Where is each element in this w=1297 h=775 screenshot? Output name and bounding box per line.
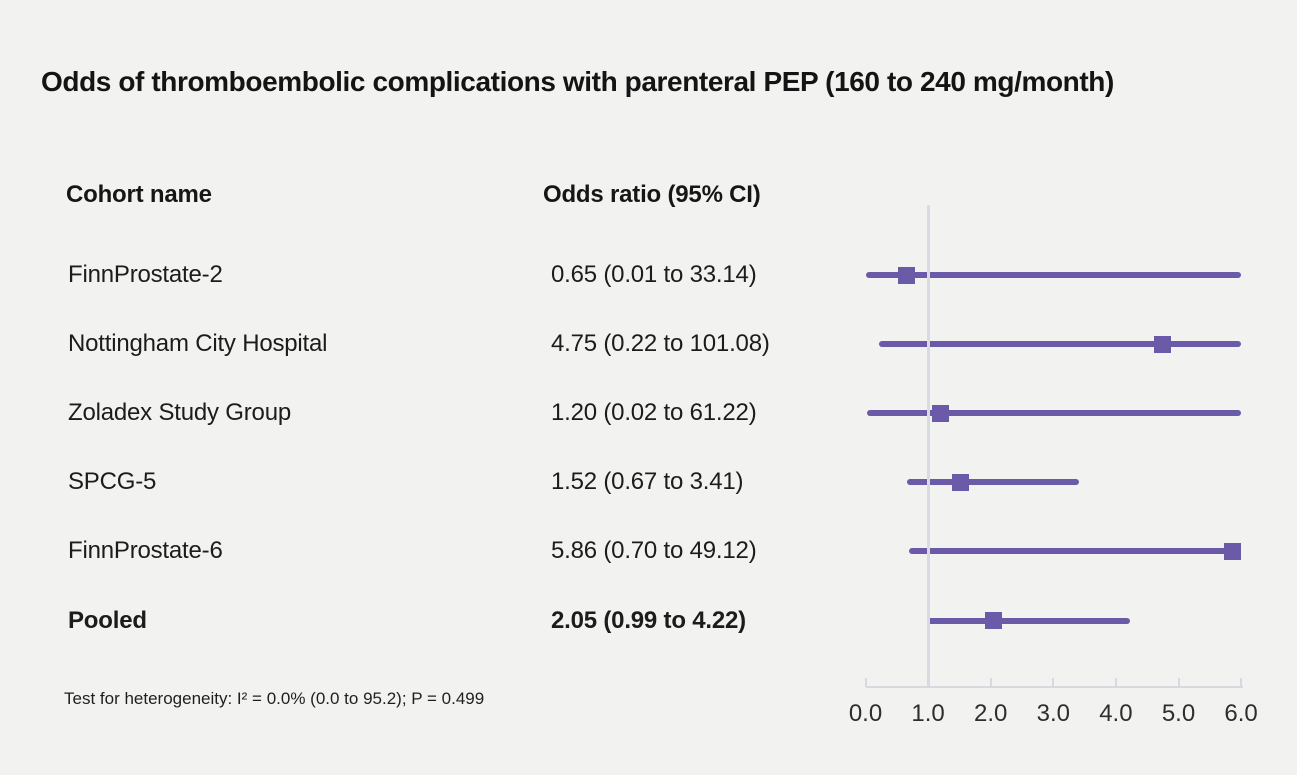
cohort-name-label: Nottingham City Hospital [68,330,328,358]
point-estimate-marker [1154,335,1172,353]
odds-ratio-value: 0.65 (0.01 to 33.14) [551,261,757,288]
x-axis-line [865,686,1244,688]
confidence-interval-line [866,272,1242,278]
x-axis-tick [1114,678,1117,687]
x-axis-tick-label: 3.0 [1036,700,1070,727]
x-axis-tick-label: 2.0 [974,700,1008,727]
confidence-interval-line [907,479,1079,486]
odds-ratio-value: 2.05 (0.99 to 4.22) [551,606,746,634]
cohort-name-label: Zoladex Study Group [68,399,291,427]
point-estimate-marker [932,404,950,422]
x-axis-tick [1240,678,1243,687]
cohort-name-label: FinnProstate-2 [68,261,223,288]
x-axis-tick [1177,678,1180,687]
reference-line [926,205,930,688]
point-estimate-marker [985,612,1003,629]
odds-ratio-value: 5.86 (0.70 to 49.12) [551,537,757,565]
x-axis-tick [1052,678,1055,687]
cohort-name-label: Pooled [68,606,147,634]
confidence-interval-line [927,617,1130,624]
x-axis-tick-label: 5.0 [1161,700,1196,727]
x-axis-tick-label: 6.0 [1224,700,1258,727]
column-header-odds-ratio: Odds ratio (95% CI) [543,181,761,208]
cohort-name-label: SPCG-5 [68,468,157,496]
point-estimate-marker [1223,542,1241,560]
point-estimate-marker [897,266,915,284]
figure-title: Odds of thromboembolic complications wit… [41,66,1114,97]
odds-ratio-value: 1.52 (0.67 to 3.41) [551,468,744,496]
odds-ratio-value: 4.75 (0.22 to 101.08) [551,330,770,358]
confidence-interval-line [909,548,1242,555]
x-axis-tick [864,678,867,687]
heterogeneity-note: Test for heterogeneity: I² = 0.0% (0.0 t… [64,689,485,708]
x-axis-tick-label: 4.0 [1099,700,1133,727]
cohort-name-label: FinnProstate-6 [68,537,223,565]
confidence-interval-line [866,410,1242,417]
x-axis-tick-label: 1.0 [911,700,945,727]
confidence-interval-line [879,341,1242,348]
column-header-cohort-name: Cohort name [66,181,212,208]
odds-ratio-value: 1.20 (0.02 to 61.22) [551,399,757,427]
point-estimate-marker [952,473,970,491]
x-axis-tick [927,678,930,687]
x-axis-tick [989,678,992,687]
x-axis-tick-label: 0.0 [848,700,883,727]
